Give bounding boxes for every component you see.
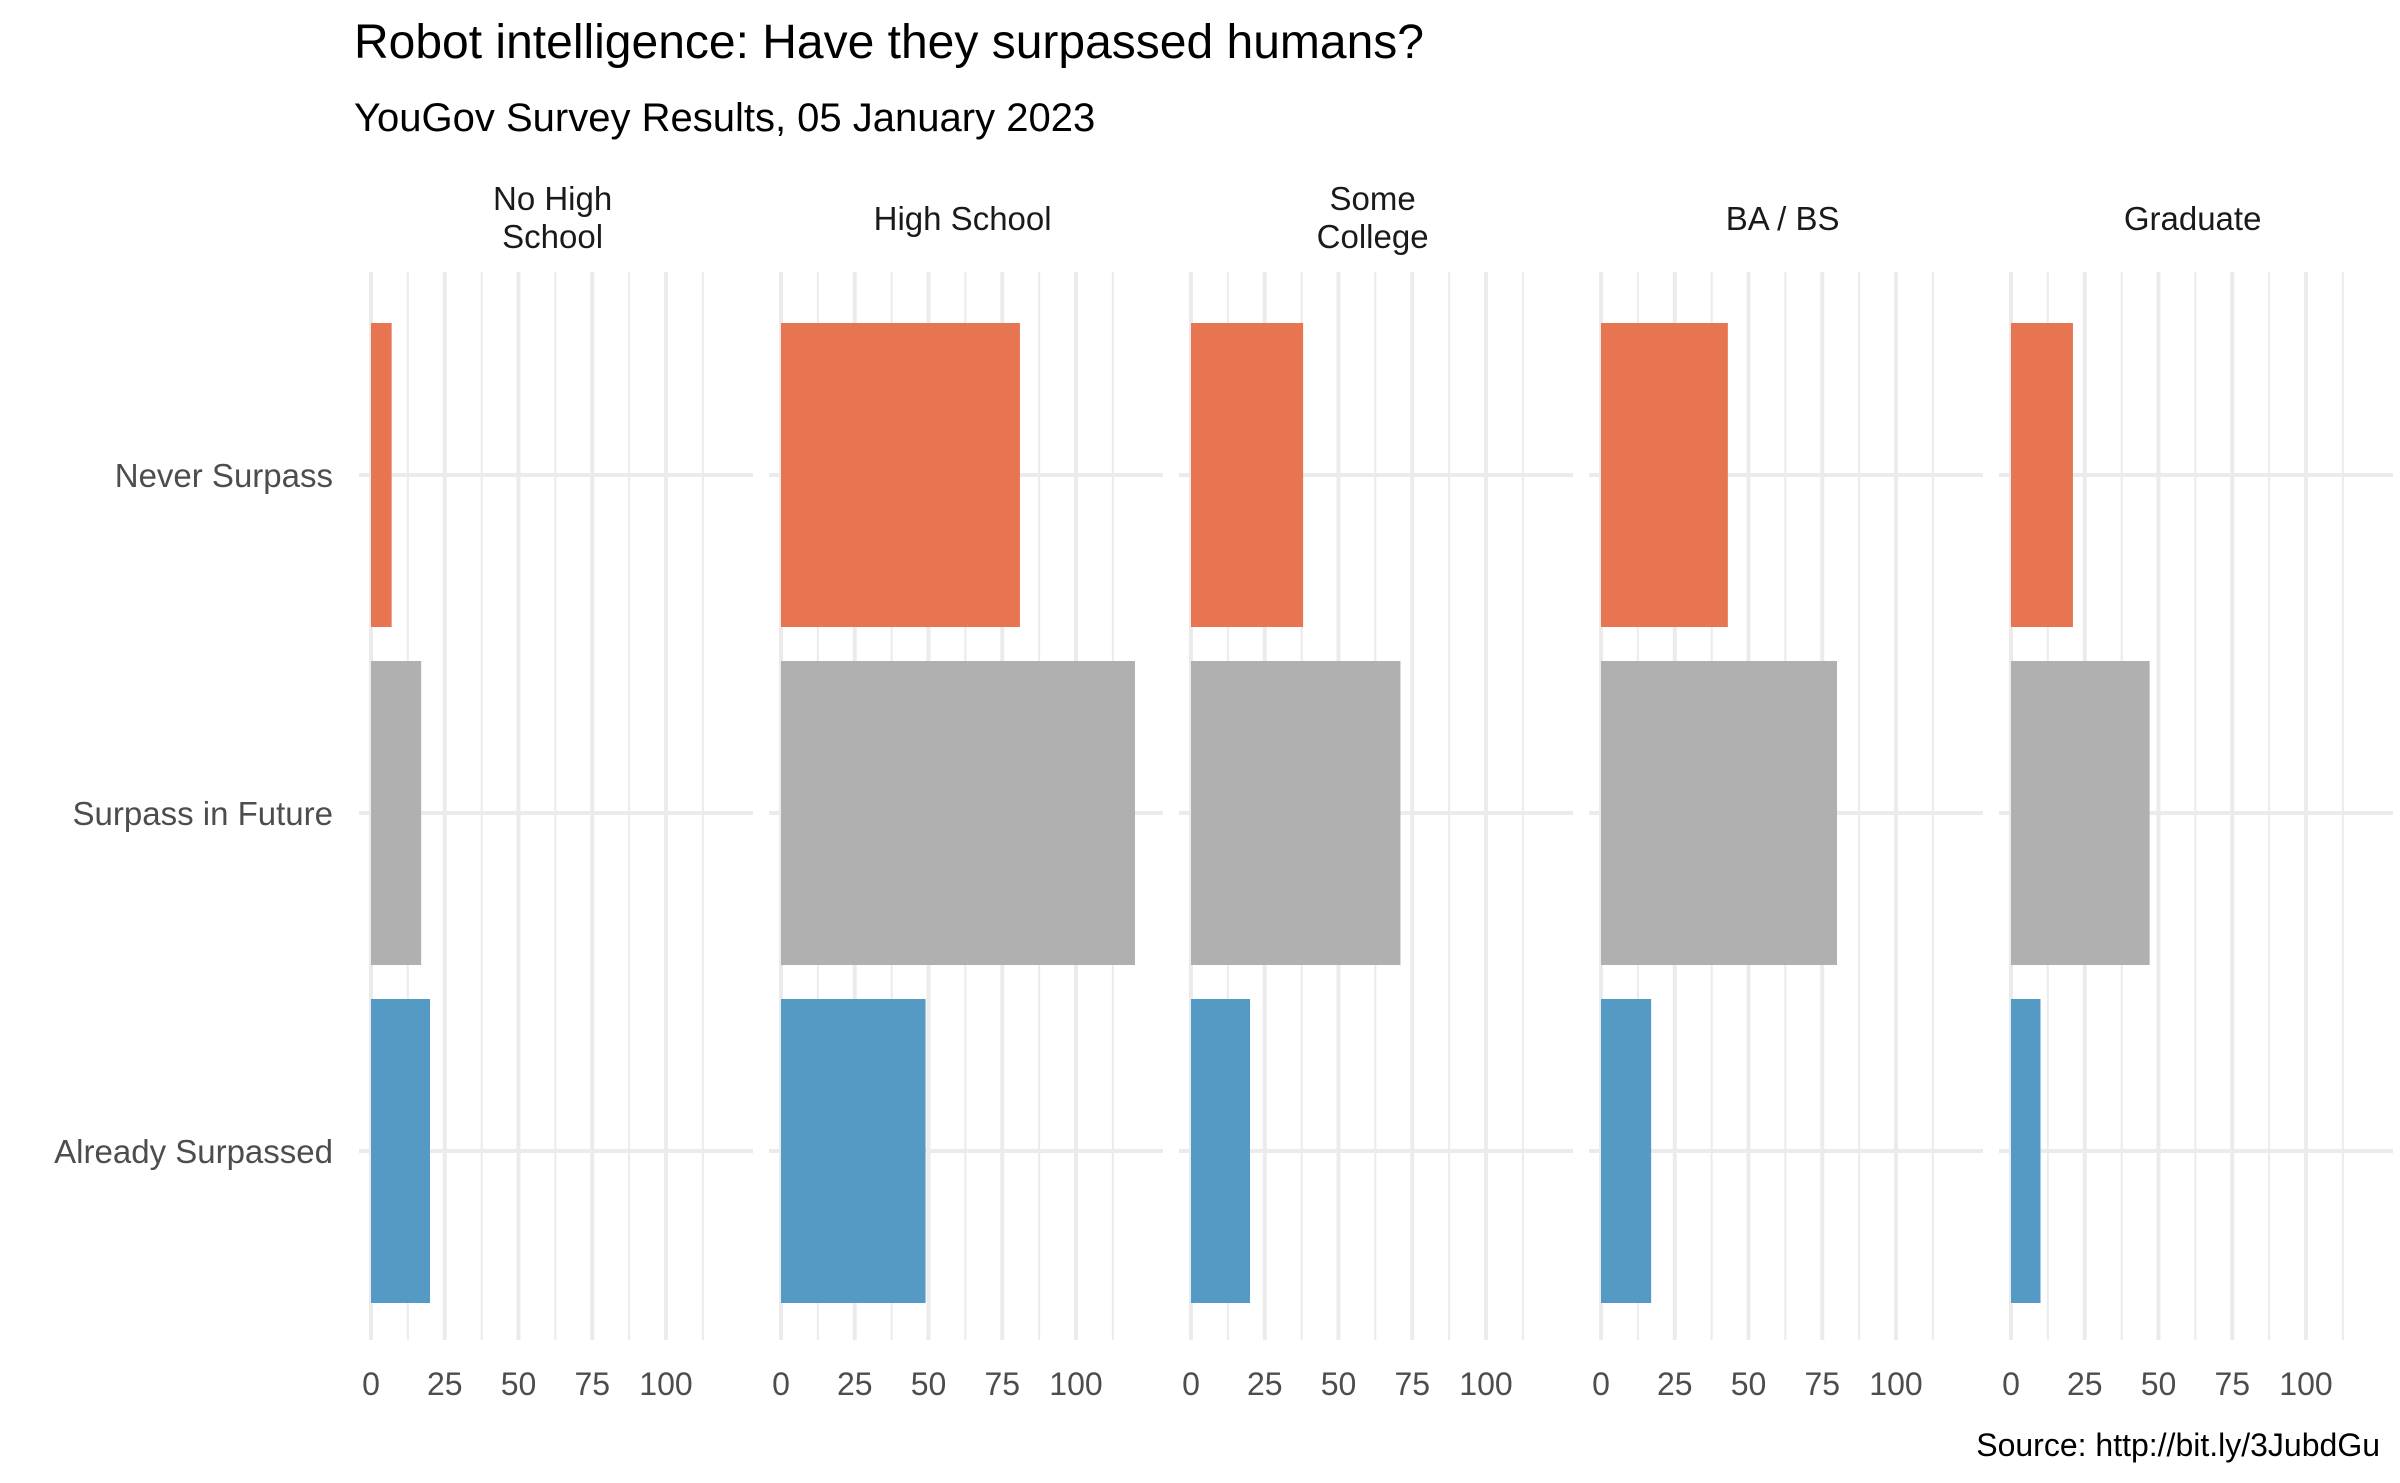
chart-title: Robot intelligence: Have they surpassed … <box>354 16 1424 69</box>
facet-strip-label: No High School <box>493 180 612 255</box>
x-tick-label: 25 <box>1657 1366 1693 1402</box>
x-tick-label: 50 <box>1321 1366 1357 1402</box>
facet-panel: 0 25 50 75 100 BA / BS <box>1589 200 1983 1402</box>
bar-already-surpassed <box>781 999 926 1303</box>
x-tick-label: 100 <box>639 1366 692 1402</box>
bar-already-surpassed <box>2011 999 2041 1303</box>
x-tick-label: 25 <box>1247 1366 1283 1402</box>
facet-panel: 0 25 50 75 100 Graduate <box>1999 200 2393 1402</box>
facet-strip-label: Some College <box>1317 180 1429 255</box>
x-tick-label: 25 <box>427 1366 463 1402</box>
x-tick-label: 0 <box>362 1366 380 1402</box>
x-tick-label: 100 <box>2279 1366 2332 1402</box>
bar-surpass-in-future <box>1601 661 1837 965</box>
y-axis-labels: Never Surpass Surpass in Future Already Su… <box>54 457 333 1170</box>
y-tick-label: Never Surpass <box>115 457 333 494</box>
facet-strip-label: BA / BS <box>1726 200 1840 237</box>
x-tick-label: 75 <box>1394 1366 1430 1402</box>
bar-surpass-in-future <box>781 661 1135 965</box>
x-tick-label: 100 <box>1459 1366 1512 1402</box>
bar-never-surpass <box>371 323 392 627</box>
bar-already-surpassed <box>1191 999 1250 1303</box>
bar-surpass-in-future <box>2011 661 2150 965</box>
facet-panel: 0 25 50 75 100 Some College <box>1179 180 1573 1402</box>
x-tick-label: 50 <box>2141 1366 2177 1402</box>
bar-surpass-in-future <box>1191 661 1401 965</box>
x-tick-label: 50 <box>501 1366 537 1402</box>
chart-caption: Source: http://bit.ly/3JubdGu <box>1976 1427 2380 1463</box>
x-tick-label: 75 <box>574 1366 610 1402</box>
panels-layer: 0 25 50 75 100 No High School 0 25 50 75 100 High Sc… <box>359 180 2393 1402</box>
y-tick-label: Surpass in Future <box>73 795 333 832</box>
facet-strip-label: Graduate <box>2124 200 2262 237</box>
bar-never-surpass <box>2011 323 2073 627</box>
facet-panel: 0 25 50 75 100 High School <box>769 200 1163 1402</box>
y-tick-label: Already Surpassed <box>54 1133 333 1170</box>
facet-strip-label: High School <box>874 200 1052 237</box>
bar-never-surpass <box>1601 323 1728 627</box>
x-tick-label: 25 <box>2067 1366 2103 1402</box>
bar-never-surpass <box>1191 323 1304 627</box>
bar-already-surpassed <box>371 999 430 1303</box>
x-tick-label: 50 <box>1731 1366 1767 1402</box>
chart-subtitle: YouGov Survey Results, 05 January 2023 <box>354 96 1095 140</box>
x-tick-label: 75 <box>984 1366 1020 1402</box>
x-tick-label: 100 <box>1869 1366 1922 1402</box>
x-tick-label: 100 <box>1049 1366 1102 1402</box>
x-tick-label: 75 <box>1804 1366 1840 1402</box>
bar-never-surpass <box>781 323 1020 627</box>
x-tick-label: 0 <box>1182 1366 1200 1402</box>
bar-surpass-in-future <box>371 661 422 965</box>
facet-panel: 0 25 50 75 100 No High School <box>359 180 753 1402</box>
x-tick-label: 25 <box>837 1366 873 1402</box>
x-tick-label: 0 <box>2002 1366 2020 1402</box>
x-tick-label: 50 <box>911 1366 947 1402</box>
bar-already-surpassed <box>1601 999 1652 1303</box>
x-tick-label: 0 <box>1592 1366 1610 1402</box>
x-tick-label: 0 <box>772 1366 790 1402</box>
x-tick-label: 75 <box>2214 1366 2250 1402</box>
